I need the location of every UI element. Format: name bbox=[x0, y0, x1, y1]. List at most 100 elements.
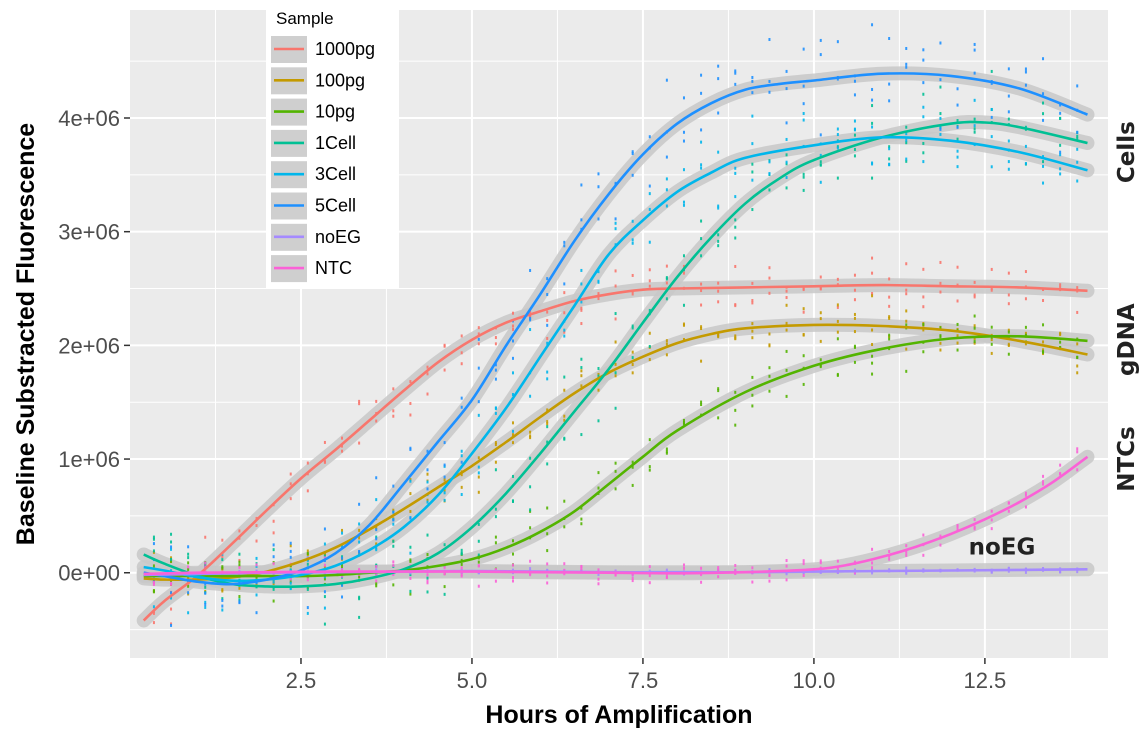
replicate-point bbox=[597, 471, 600, 475]
replicate-point bbox=[922, 151, 925, 155]
replicate-point bbox=[1024, 70, 1027, 74]
replicate-point bbox=[460, 454, 463, 458]
replicate-point bbox=[682, 271, 685, 275]
replicate-point bbox=[597, 388, 600, 392]
replicate-point bbox=[306, 606, 309, 610]
replicate-point bbox=[682, 200, 685, 204]
replicate-point bbox=[597, 366, 600, 370]
replicate-point bbox=[580, 567, 583, 571]
replicate-point bbox=[1076, 447, 1079, 451]
replicate-point bbox=[187, 591, 190, 595]
replicate-point bbox=[546, 277, 549, 281]
replicate-point bbox=[1059, 463, 1062, 467]
replicate-point bbox=[375, 546, 378, 550]
replicate-point bbox=[443, 441, 446, 445]
replicate-point bbox=[682, 168, 685, 172]
replicate-point bbox=[802, 354, 805, 358]
replicate-point bbox=[358, 522, 361, 526]
replicate-point bbox=[511, 499, 514, 503]
replicate-point bbox=[409, 576, 412, 580]
replicate-point bbox=[375, 537, 378, 541]
replicate-point bbox=[785, 186, 788, 190]
replicate-point bbox=[819, 160, 822, 164]
replicate-point bbox=[939, 78, 942, 82]
replicate-point bbox=[665, 342, 668, 346]
replicate-point bbox=[323, 460, 326, 464]
legend: Sample 1000pg 100pg 10pg 1Cell 3Cell 5Cell noE… bbox=[266, 5, 399, 288]
replicate-point bbox=[922, 115, 925, 119]
replicate-point bbox=[238, 598, 241, 602]
replicate-point bbox=[272, 555, 275, 559]
replicate-point bbox=[392, 544, 395, 548]
replicate-point bbox=[1042, 482, 1045, 486]
replicate-point bbox=[682, 322, 685, 326]
replicate-point bbox=[700, 566, 703, 570]
replicate-point bbox=[853, 128, 856, 132]
replicate-point bbox=[819, 339, 822, 343]
replicate-point bbox=[888, 295, 891, 299]
replicate-point bbox=[990, 351, 993, 355]
replicate-point bbox=[700, 289, 703, 293]
replicate-point bbox=[529, 567, 532, 571]
replicate-point bbox=[836, 277, 839, 281]
replicate-point bbox=[204, 603, 207, 607]
replicate-point bbox=[700, 282, 703, 286]
replicate-point bbox=[631, 576, 634, 580]
replicate-point bbox=[204, 561, 207, 565]
replicate-point bbox=[665, 447, 668, 451]
annotation-noeg: noEG bbox=[969, 535, 1036, 561]
replicate-point bbox=[563, 572, 566, 576]
replicate-point bbox=[836, 303, 839, 307]
replicate-point bbox=[717, 233, 720, 237]
replicate-point bbox=[238, 600, 241, 604]
replicate-point bbox=[956, 265, 959, 269]
replicate-point bbox=[152, 579, 155, 583]
replicate-point bbox=[631, 460, 634, 464]
replicate-point bbox=[1024, 342, 1027, 346]
replicate-point bbox=[819, 561, 822, 565]
replicate-point bbox=[836, 330, 839, 334]
replicate-point bbox=[1076, 286, 1079, 290]
replicate-point bbox=[888, 337, 891, 341]
replicate-point bbox=[443, 565, 446, 569]
replicate-point bbox=[1042, 323, 1045, 327]
replicate-point bbox=[871, 125, 874, 129]
replicate-point bbox=[648, 192, 651, 196]
replicate-point bbox=[973, 124, 976, 128]
replicate-point bbox=[580, 357, 583, 361]
replicate-point bbox=[973, 525, 976, 529]
replicate-point bbox=[853, 312, 856, 316]
replicate-point bbox=[409, 573, 412, 577]
replicate-point bbox=[426, 500, 429, 504]
replicate-point bbox=[905, 323, 908, 327]
replicate-point bbox=[204, 582, 207, 586]
replicate-point bbox=[494, 411, 497, 415]
replicate-point bbox=[905, 262, 908, 266]
replicate-point bbox=[375, 526, 378, 530]
replicate-point bbox=[187, 567, 190, 571]
replicate-point bbox=[700, 166, 703, 170]
replicate-point bbox=[529, 268, 532, 272]
replicate-point bbox=[665, 204, 668, 208]
replicate-point bbox=[853, 344, 856, 348]
replicate-point bbox=[460, 362, 463, 366]
replicate-point bbox=[170, 582, 173, 586]
replicate-point bbox=[802, 574, 805, 578]
replicate-point bbox=[905, 571, 908, 575]
replicate-point bbox=[546, 420, 549, 424]
replicate-point bbox=[956, 341, 959, 345]
replicate-point bbox=[529, 508, 532, 512]
replicate-point bbox=[289, 587, 292, 591]
replicate-point bbox=[751, 170, 754, 174]
replicate-point bbox=[665, 353, 668, 357]
replicate-point bbox=[871, 571, 874, 575]
replicate-point bbox=[939, 290, 942, 294]
replicate-point bbox=[1042, 57, 1045, 61]
replicate-point bbox=[614, 217, 617, 221]
replicate-point bbox=[836, 567, 839, 571]
replicate-point bbox=[460, 574, 463, 578]
replicate-point bbox=[511, 552, 514, 556]
replicate-point bbox=[546, 562, 549, 566]
replicate-point bbox=[187, 584, 190, 588]
replicate-point bbox=[494, 535, 497, 539]
